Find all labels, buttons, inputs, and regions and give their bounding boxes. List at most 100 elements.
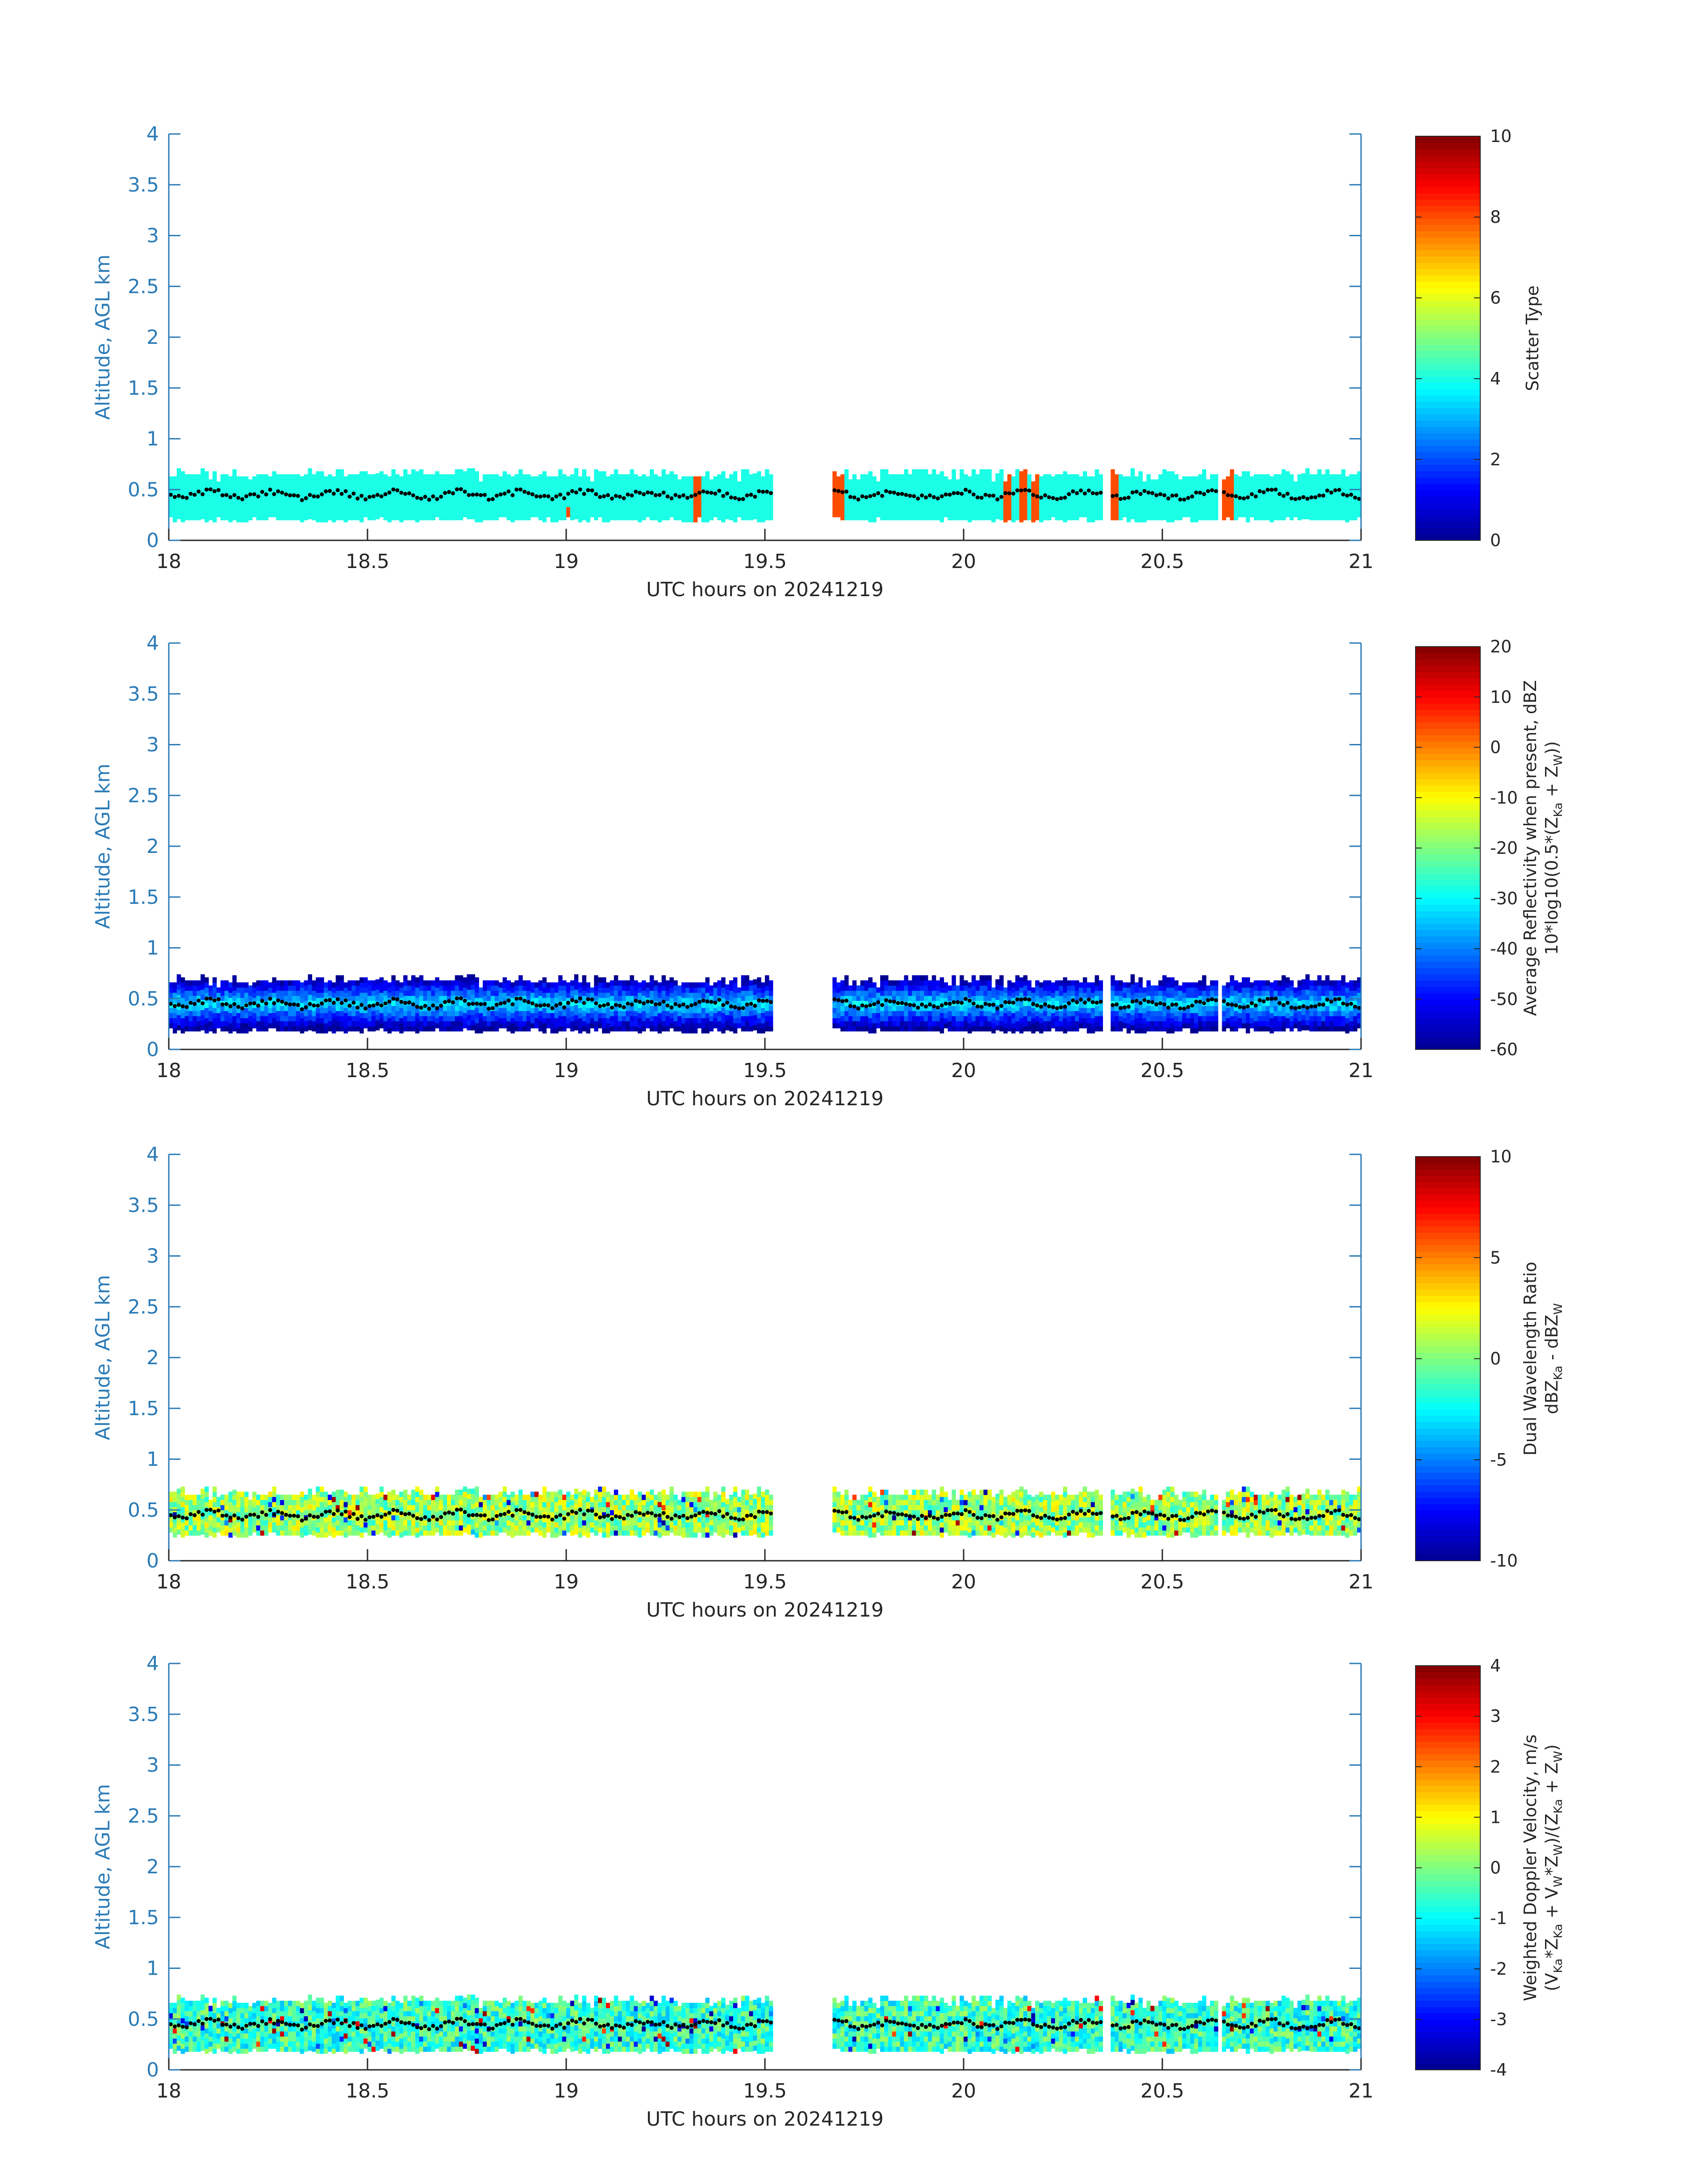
heatmap-cell xyxy=(741,479,746,485)
heatmap-cell xyxy=(1162,474,1167,480)
heatmap-cell xyxy=(1138,497,1143,502)
heatmap-cell xyxy=(1138,486,1143,492)
colorbar-swatch xyxy=(1416,155,1480,162)
profile-point xyxy=(1293,497,1298,501)
heatmap-cell xyxy=(463,992,468,998)
heatmap-cell xyxy=(1333,474,1338,480)
heatmap-cell xyxy=(912,1021,916,1027)
heatmap-cell xyxy=(765,479,769,485)
heatmap-cell xyxy=(884,484,889,490)
heatmap-cell xyxy=(689,512,694,518)
profile-point xyxy=(610,497,614,501)
profile-point xyxy=(757,489,761,493)
heatmap-cell xyxy=(479,497,483,502)
heatmap-cell xyxy=(494,990,499,996)
heatmap-cell xyxy=(964,479,968,485)
heatmap-cell xyxy=(661,510,666,515)
profile-point xyxy=(856,497,860,501)
heatmap-cell xyxy=(856,510,861,515)
heatmap-cell xyxy=(355,1026,360,1032)
heatmap-cell xyxy=(1210,510,1215,515)
heatmap-cell xyxy=(1019,491,1024,497)
heatmap-cell xyxy=(964,1000,968,1006)
heatmap-cell xyxy=(610,515,614,521)
colorbar-swatch xyxy=(1416,262,1480,269)
heatmap-cell xyxy=(852,479,857,485)
heatmap-cell xyxy=(1126,476,1131,482)
heatmap-cell xyxy=(729,500,734,505)
heatmap-cell xyxy=(892,479,897,485)
heatmap-cell xyxy=(991,992,996,998)
heatmap-cell xyxy=(343,982,348,988)
heatmap-cell xyxy=(618,990,622,996)
heatmap-cell xyxy=(1083,471,1087,477)
heatmap-cell xyxy=(268,512,272,518)
heatmap-cell xyxy=(443,474,447,480)
heatmap-cell xyxy=(1126,517,1131,522)
heatmap-cell xyxy=(757,491,761,497)
heatmap-cell xyxy=(1265,505,1270,510)
heatmap-cell xyxy=(1142,501,1147,507)
heatmap-cell xyxy=(383,505,388,510)
x-axis-label: UTC hours on 20241219 xyxy=(646,578,884,601)
heatmap-cell xyxy=(284,985,288,991)
heatmap-cell xyxy=(192,500,197,505)
profile-point xyxy=(622,496,626,501)
heatmap-cell xyxy=(661,484,666,490)
heatmap-cell xyxy=(729,474,734,480)
heatmap-cell xyxy=(506,510,511,515)
heatmap-cell xyxy=(1178,479,1183,485)
heatmap-cell xyxy=(971,980,976,986)
heatmap-cell xyxy=(256,1026,261,1032)
heatmap-cell xyxy=(888,494,893,500)
heatmap-cell xyxy=(359,1018,364,1024)
heatmap-cell xyxy=(900,484,905,490)
heatmap-cell xyxy=(176,1004,181,1010)
heatmap-cell xyxy=(328,1006,332,1011)
heatmap-cell xyxy=(626,479,630,485)
heatmap-cell xyxy=(387,481,392,487)
heatmap-cell xyxy=(860,990,865,996)
heatmap-cell xyxy=(1245,486,1250,492)
heatmap-cell xyxy=(248,489,253,495)
heatmap-cell xyxy=(419,1015,424,1021)
heatmap-cell xyxy=(180,987,185,993)
heatmap-cell xyxy=(713,1023,718,1028)
heatmap-cell xyxy=(967,497,972,502)
heatmap-cell xyxy=(864,515,869,521)
heatmap-cell xyxy=(646,1018,650,1024)
heatmap-cell xyxy=(435,1023,439,1028)
heatmap-cell xyxy=(1170,497,1175,502)
heatmap-cell xyxy=(205,987,209,993)
profile-point xyxy=(347,494,352,499)
heatmap-cell xyxy=(753,514,757,519)
heatmap-cell xyxy=(328,1015,332,1021)
heatmap-cell xyxy=(514,990,519,996)
heatmap-cell xyxy=(276,1000,280,1006)
heatmap-cell xyxy=(1345,486,1349,492)
heatmap-cell xyxy=(646,987,650,993)
profile-point xyxy=(1317,493,1322,497)
profile-point xyxy=(351,491,356,496)
heatmap-cell xyxy=(276,1011,280,1016)
heatmap-cell xyxy=(590,497,594,502)
heatmap-cell xyxy=(546,501,551,507)
heatmap-cell xyxy=(610,1000,614,1006)
heatmap-cell xyxy=(355,489,360,495)
heatmap-cell xyxy=(598,486,602,492)
heatmap-cell xyxy=(669,982,674,988)
heatmap-cell xyxy=(848,1000,853,1006)
heatmap-cell xyxy=(316,1013,320,1019)
heatmap-cell xyxy=(669,471,674,477)
heatmap-cell xyxy=(403,1015,408,1021)
heatmap-cell xyxy=(343,486,348,492)
heatmap-cell xyxy=(999,995,1004,1001)
heatmap-cell xyxy=(264,995,269,1001)
heatmap-cell xyxy=(956,479,960,485)
heatmap-cell xyxy=(1094,494,1099,500)
heatmap-cell xyxy=(745,1006,749,1011)
heatmap-cell xyxy=(212,497,217,502)
heatmap-cell xyxy=(522,1000,527,1006)
heatmap-cell xyxy=(717,1011,722,1016)
heatmap-cell xyxy=(312,1011,316,1016)
